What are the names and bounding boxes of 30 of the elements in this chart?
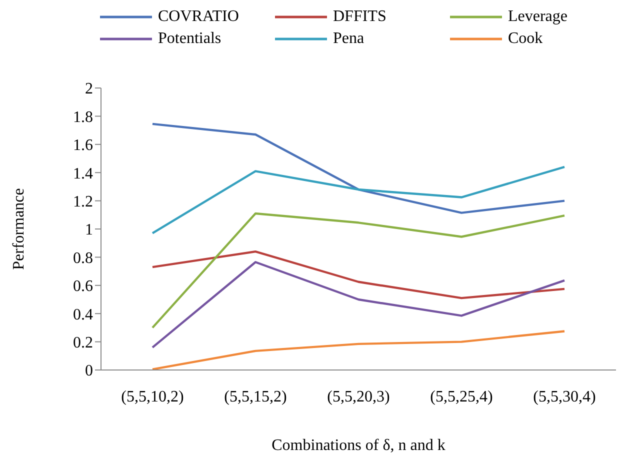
x-axis-title: Combinations of δ, n and k [272,437,446,454]
y-tick-label: 0.4 [73,306,93,324]
x-tick-label: (5,5,15,2) [224,388,287,406]
y-tick-label: 1.2 [73,193,93,210]
y-tick-label: 0.6 [73,278,93,296]
y-tick-label: 1.8 [73,108,93,126]
x-tick-label: (5,5,10,2) [121,388,184,406]
legend-label: COVRATIO [158,8,239,26]
y-tick-label: 0 [85,362,93,380]
x-tick-label: (5,5,25,4) [430,388,493,406]
legend-label: Pena [333,30,364,48]
y-tick-label: 1.6 [73,137,93,154]
y-tick-label: 0.2 [73,334,93,352]
line-series [151,250,566,300]
y-tick-label: 1.4 [73,165,93,182]
line-series [151,122,566,214]
legend-label: Cook [508,30,543,48]
legend-label: Potentials [158,30,222,48]
x-tick-label: (5,5,20,3) [327,388,390,406]
y-axis-title: Performance [10,188,28,270]
legend-label: DFFITS [333,8,386,26]
line-series [151,212,566,329]
line-series [151,166,566,234]
line-series [151,330,566,370]
y-tick-label: 1 [85,222,93,239]
y-tick-label: 2 [85,80,93,98]
x-tick-label: (5,5,30,4) [533,388,596,406]
line-series [151,261,566,349]
y-tick-label: 0.8 [73,250,93,267]
legend-label: Leverage [508,8,568,26]
